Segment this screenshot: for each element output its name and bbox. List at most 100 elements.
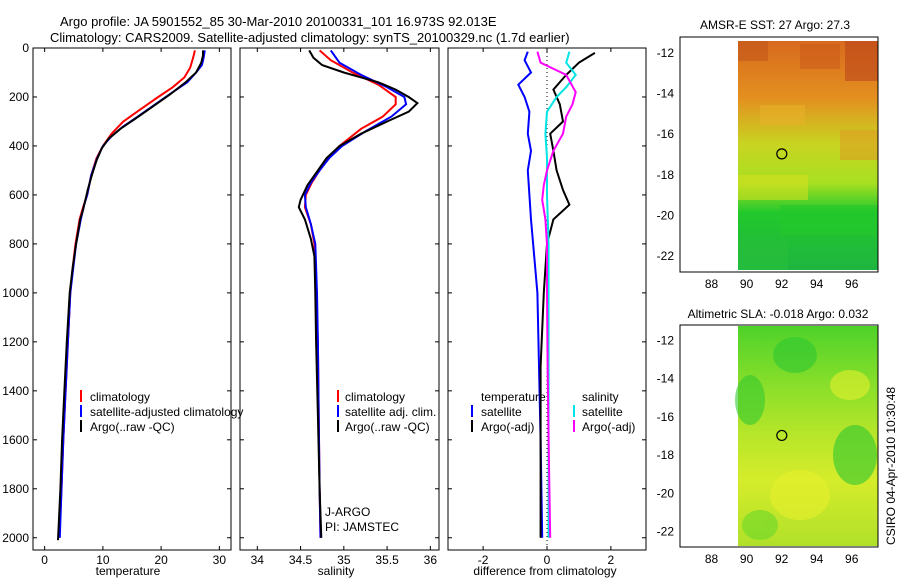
- x-tick-label: 10: [96, 553, 110, 567]
- map-y-tick-label: -14: [657, 372, 675, 386]
- y-tick-label: 1600: [2, 433, 29, 447]
- y-tick-label: 200: [9, 90, 29, 104]
- legend-label-temp-satellite: satellite: [481, 405, 522, 419]
- y-tick-label: 800: [9, 237, 29, 251]
- map-x-tick-label: 88: [705, 277, 719, 291]
- x-tick-label: 35: [337, 553, 351, 567]
- header-line1: Argo profile: JA 5901552_85 30-Mar-2010 …: [60, 14, 497, 29]
- sla-map-texture: [735, 337, 877, 540]
- salinity-panel-frame: [239, 47, 440, 551]
- map-x-tick-label: 96: [845, 552, 859, 566]
- sla-argo-position-marker: [776, 429, 788, 442]
- series-line-salinity-satellite: [544, 51, 577, 538]
- x-tick-label: 2: [608, 553, 615, 567]
- y-tick-label: 0: [22, 41, 29, 55]
- sst-texture-patch: [800, 44, 840, 69]
- map-y-tick-label: -18: [657, 448, 675, 462]
- y-tick-label: 600: [9, 188, 29, 202]
- y-tick-label: 400: [9, 139, 29, 153]
- map-y-tick-label: -12: [657, 46, 675, 60]
- sla-map-title: Altimetric SLA: -0.018 Argo: 0.032: [688, 307, 869, 321]
- legend-label-argo: Argo(..raw -QC): [90, 420, 175, 434]
- map-y-tick-label: -20: [657, 208, 675, 222]
- x-tick-label: 34.5: [289, 553, 313, 567]
- map-y-tick-label: -16: [657, 127, 675, 141]
- difference-legend: temperature satellite Argo(-adj) salinit…: [471, 390, 635, 434]
- sst-texture-patch: [738, 175, 808, 200]
- pi-note: PI: JAMSTEC: [325, 520, 399, 534]
- difference-series-group: [517, 51, 596, 538]
- sst-texture-patch: [845, 41, 878, 81]
- sla-texture-blob: [742, 510, 778, 540]
- sst-texture-patch: [840, 130, 878, 160]
- series-line-satellite: [303, 49, 408, 538]
- series-line-salinity-argo: [536, 51, 577, 538]
- map-y-tick-label: -20: [657, 486, 675, 500]
- sla-texture-blob: [770, 470, 830, 520]
- side-label: CSIRO 04-Apr-2010 10:30:48: [884, 387, 898, 545]
- difference-xlabel: difference from climatology: [473, 564, 616, 578]
- salinity-series-group: [297, 49, 419, 538]
- y-tick-label: 1200: [2, 335, 29, 349]
- legend-heading-salinity: salinity: [582, 390, 619, 404]
- sst-texture-patch: [738, 41, 768, 61]
- map-y-tick-label: -14: [657, 87, 675, 101]
- map-x-tick-label: 94: [810, 277, 824, 291]
- map-x-tick-label: 90: [740, 552, 754, 566]
- map-x-tick-label: 88: [705, 552, 719, 566]
- series-line-temperature-argo: [539, 52, 596, 538]
- x-tick-label: -2: [478, 553, 489, 567]
- y-tick-label: 1400: [2, 384, 29, 398]
- map-y-tick-label: -22: [657, 249, 675, 263]
- temperature-series-group: [57, 50, 206, 541]
- x-tick-label: 30: [213, 553, 227, 567]
- sst-argo-position-marker: [776, 148, 788, 160]
- sst-texture-patch: [738, 240, 788, 270]
- sst-map-title: AMSR-E SST: 27 Argo: 27.3: [700, 18, 850, 32]
- temperature-xlabel: temperature: [96, 564, 161, 578]
- sst-texture-patch: [760, 105, 805, 125]
- series-line-temperature-satellite: [517, 51, 544, 538]
- sla-texture-blob: [773, 337, 817, 373]
- map-y-tick-label: -22: [657, 525, 675, 539]
- legend-label-temp-argo: Argo(-adj): [481, 420, 534, 434]
- map-x-tick-label: 92: [775, 277, 789, 291]
- y-tick-label: 1800: [2, 482, 29, 496]
- legend-label-satellite: satellite-adjusted climatology: [90, 405, 243, 419]
- map-y-tick-label: -16: [657, 410, 675, 424]
- legend-heading-temperature: temperature: [481, 390, 546, 404]
- map-y-tick-label: -18: [657, 168, 675, 182]
- legend-label-argo: Argo(..raw -QC): [345, 420, 430, 434]
- map-x-tick-label: 94: [810, 552, 824, 566]
- salinity-xlabel: salinity: [318, 564, 355, 578]
- sst-texture-patch: [780, 205, 878, 235]
- temperature-panel-frame: [32, 47, 232, 551]
- y-tick-label: 2000: [2, 531, 29, 545]
- map-x-tick-label: 92: [775, 552, 789, 566]
- legend-label-climatology: climatology: [345, 390, 405, 404]
- sst-map-texture: [738, 41, 878, 270]
- sla-texture-blob: [833, 425, 877, 485]
- legend-label-satellite: satellite adj. clim.: [345, 405, 436, 419]
- x-tick-label: 36: [424, 553, 438, 567]
- legend-label-sal-satellite: satellite: [582, 405, 623, 419]
- y-tick-label: 1000: [2, 286, 29, 300]
- sst-map-frame: [679, 36, 879, 273]
- temperature-legend: climatology satellite-adjusted climatolo…: [80, 390, 243, 434]
- sla-texture-blob: [735, 375, 765, 425]
- x-tick-label: 20: [154, 553, 168, 567]
- legend-label-climatology: climatology: [90, 390, 150, 404]
- x-tick-label: 0: [544, 553, 551, 567]
- map-x-tick-label: 90: [740, 277, 754, 291]
- sla-map-frame: [679, 324, 879, 548]
- map-x-tick-label: 96: [845, 277, 859, 291]
- x-tick-label: 0: [41, 553, 48, 567]
- sla-texture-blob: [830, 370, 870, 400]
- x-tick-label: 34: [251, 553, 265, 567]
- legend-label-sal-argo: Argo(-adj): [582, 420, 635, 434]
- series-line-argo: [297, 49, 419, 538]
- axes-group: 0 10 20 30020040060080010001200140016001800…: [2, 41, 858, 567]
- series-line-satellite: [58, 50, 206, 538]
- jargo-note: J-ARGO: [325, 505, 370, 519]
